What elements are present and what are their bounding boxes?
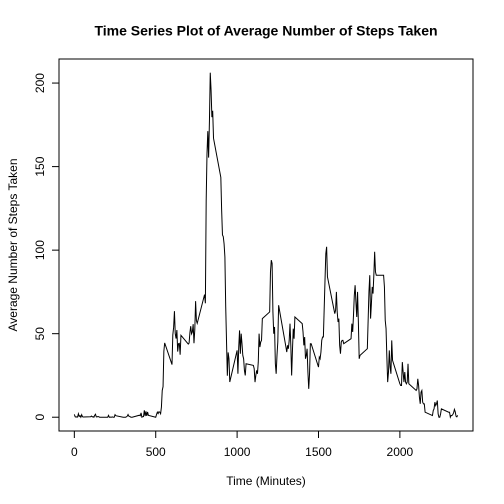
x-tick-label: 2000 — [387, 445, 414, 459]
y-tick-label: 0 — [33, 414, 47, 421]
y-tick-label: 200 — [33, 73, 47, 93]
y-tick-label: 150 — [33, 156, 47, 176]
x-tick-label: 500 — [146, 445, 166, 459]
x-axis-label: Time (Minutes) — [226, 474, 306, 488]
x-tick-label: 1500 — [305, 445, 332, 459]
y-tick-label: 100 — [33, 240, 47, 260]
plot-box — [58, 58, 474, 432]
y-axis-label: Average Number of Steps Taken — [6, 159, 20, 332]
chart-title: Time Series Plot of Average Number of St… — [94, 23, 437, 39]
y-tick-label: 50 — [33, 327, 47, 341]
x-tick-label: 1000 — [224, 445, 251, 459]
series-line — [73, 72, 459, 419]
x-tick-label: 0 — [71, 445, 78, 459]
